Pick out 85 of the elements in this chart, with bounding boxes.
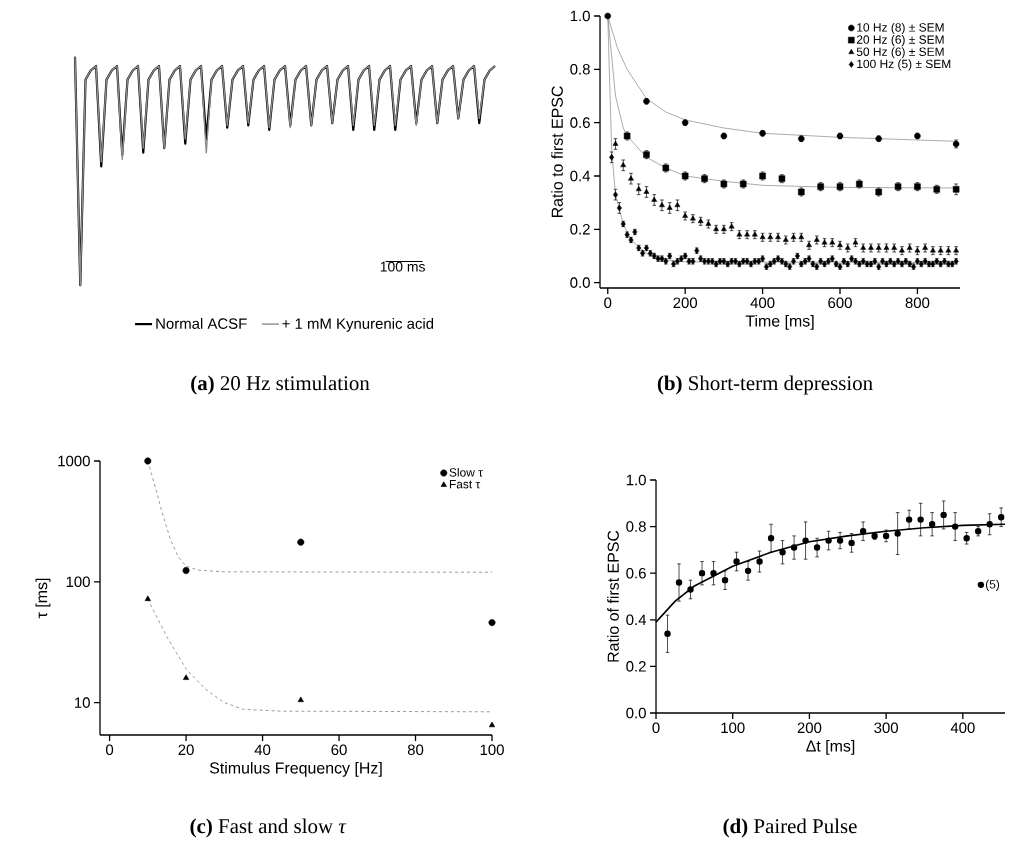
x-tick-label: 400 xyxy=(950,722,975,734)
point xyxy=(664,630,671,637)
y-tick-label: 0.2 xyxy=(570,224,590,235)
y-tick-label: 0.8 xyxy=(570,64,590,75)
point xyxy=(825,537,832,544)
x-tick-label: 60 xyxy=(331,744,347,756)
x-tick-label: 200 xyxy=(673,297,698,309)
point xyxy=(940,511,947,519)
point xyxy=(997,514,1005,521)
point xyxy=(675,579,683,586)
legend-label: 20 Hz (6) ± SEM xyxy=(856,35,944,47)
y-tick-label: 1000 xyxy=(58,455,90,467)
point xyxy=(183,674,190,680)
x-tick-label: 20 xyxy=(178,744,194,756)
point xyxy=(297,696,304,702)
y-tick-label: 0.0 xyxy=(626,707,646,719)
point xyxy=(144,595,151,601)
text: (b) Short-term depression xyxy=(657,375,873,395)
x-tick-label: 0 xyxy=(652,722,660,734)
y-axis-title: τ [ms] xyxy=(35,578,51,619)
point xyxy=(986,521,993,528)
x-tick-label: 40 xyxy=(254,744,271,756)
x-axis-title: Δt [ms] xyxy=(806,739,855,755)
x-tick-label: 600 xyxy=(828,297,852,309)
y-tick-label: 10 xyxy=(75,697,90,708)
text: (a) 20 Hz stimulation xyxy=(191,375,370,395)
point xyxy=(894,530,901,537)
y-axis-title: Ratio of first EPSC xyxy=(607,530,619,662)
point xyxy=(733,558,740,565)
legend-label: 50 Hz (6) ± SEM xyxy=(856,47,944,59)
x-axis-title: Time [ms] xyxy=(745,314,814,330)
legend-label: Slow τ xyxy=(449,467,483,477)
point xyxy=(710,569,717,577)
y-tick-label: 1.0 xyxy=(570,10,590,22)
point xyxy=(767,535,775,542)
annotation: 100 ms xyxy=(380,261,425,272)
point xyxy=(721,576,729,584)
point xyxy=(848,539,855,547)
y-tick-label: 0.4 xyxy=(626,614,647,626)
y-tick-label: 0.8 xyxy=(626,521,646,532)
x-tick-label: 100 xyxy=(480,744,504,756)
point xyxy=(144,457,152,465)
point xyxy=(756,558,763,565)
legend-label: 10 Hz (8) ± SEM xyxy=(857,22,944,35)
x-tick-label: 800 xyxy=(905,297,930,309)
y-tick-label: 0.6 xyxy=(570,117,590,128)
x-tick-label: 300 xyxy=(874,722,898,734)
point xyxy=(859,528,867,535)
x-tick-label: 200 xyxy=(797,722,822,734)
point xyxy=(297,538,305,546)
point xyxy=(790,544,798,551)
x-tick-label: 0 xyxy=(105,744,114,756)
x-tick-label: 400 xyxy=(750,297,775,309)
x-tick-label: 80 xyxy=(407,744,424,756)
legend-label: (5) xyxy=(985,579,1000,591)
point xyxy=(802,537,809,544)
y-tick-label: 0.6 xyxy=(626,567,646,579)
point xyxy=(182,567,190,575)
x-tick-label: 100 xyxy=(721,722,745,734)
point xyxy=(905,516,913,523)
point xyxy=(928,521,936,528)
y-tick-label: 0.2 xyxy=(626,661,646,672)
point xyxy=(779,549,786,556)
point xyxy=(744,567,752,575)
y-tick-label: 1.0 xyxy=(626,474,646,486)
point xyxy=(687,586,694,593)
point xyxy=(488,721,496,728)
legend-label: Normal ACSF xyxy=(156,317,247,329)
x-axis-title: Stimulus Frequency [Hz] xyxy=(209,761,382,777)
y-tick-label: 100 xyxy=(66,576,90,588)
y-axis-title: Ratio to first EPSC xyxy=(551,86,563,218)
legend-label: 100 Hz (5) ± SEM xyxy=(857,59,951,71)
point xyxy=(951,523,959,530)
point xyxy=(813,544,821,551)
x-tick-label: 0 xyxy=(604,297,612,309)
text: (c) Fast and slow τ xyxy=(190,818,347,838)
point xyxy=(698,569,706,577)
text: (d) Paired Pulse xyxy=(723,818,857,838)
point xyxy=(917,516,924,523)
legend-label: + 1 mM Kynurenic acid xyxy=(282,317,434,332)
point xyxy=(488,619,496,627)
legend-label: Fast τ xyxy=(449,480,481,489)
point xyxy=(836,537,844,544)
y-tick-label: 0.4 xyxy=(570,170,591,182)
y-tick-label: 0.0 xyxy=(570,277,590,288)
